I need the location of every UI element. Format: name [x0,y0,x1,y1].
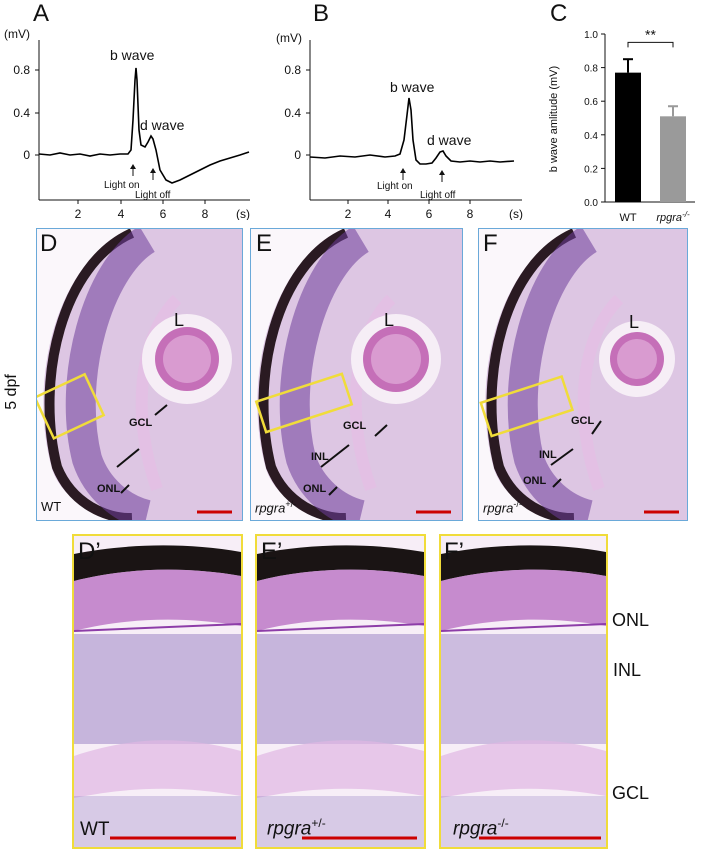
x-tick-a-6: 6 [160,207,167,220]
genotype-sup-e: +/- [285,499,297,509]
panel-label-d-prime: D’ [78,538,101,565]
y-tick-label: 0.0 [584,198,598,209]
y-tick-a-08: 0.8 [13,63,30,77]
stage-label-wrap: 5 dpf [2,374,26,420]
x-tick-wt: WT [619,212,636,224]
light-off-label-a: Light off [135,190,171,201]
y-tick-b-04: 0.4 [284,106,301,120]
gcl-label-e: GCL [343,420,367,432]
y-tick-label: 0.4 [584,131,598,142]
layer-label-onl: ONL [612,610,650,630]
zoom-panel-f-prime: rpgra-/- [439,534,608,849]
light-on-label-b: Light on [377,181,413,192]
y-tick-label: 0.6 [584,97,598,108]
genotype-label-d-prime: WT [80,819,110,840]
erg-trace-a: (mV) 0.8 0.4 0 2 4 6 8 (s) b wave d wave… [4,27,250,220]
genotype-sup-f: -/- [513,499,522,509]
inl-label-f: INL [539,449,557,461]
y-unit-b: (mV) [276,31,302,45]
panel-label-e: E [256,230,273,257]
b-wave-label-b: b wave [390,79,435,95]
erg-trace-b: (mV) 0.8 0.4 0 2 4 6 8 (s) b wave d wave… [276,31,523,220]
light-off-label-b: Light off [420,190,456,201]
x-tick-b-2: 2 [345,207,352,220]
y-axis-label: b wave amlitude (mV) [548,66,560,172]
x-unit-a: (s) [236,207,250,220]
panel-label-b: B [313,0,330,27]
x-tick-rpgra-hom: rpgra-/- [656,210,690,224]
d-wave-label-b: d wave [427,132,472,148]
panel-label-e-prime: E’ [261,538,283,565]
gcl-label-d: GCL [129,417,153,429]
onl-label-d: ONL [97,483,121,495]
x-tick-b-6: 6 [426,207,433,220]
genotype-sup-e-prime: +/- [311,816,326,830]
x-unit-b: (s) [509,207,523,220]
y-unit-a: (mV) [4,27,30,41]
bar-chart-c: b wave amlitude (mV) 0.00.20.40.60.81.0 … [548,26,695,224]
histology-panel-d: L GCL ONL WT [36,228,243,521]
y-tick-b-0: 0 [294,148,301,162]
bar-1 [660,116,686,202]
x-tick-a-2: 2 [75,207,82,220]
gene-name-f-prime: rpgra [453,818,498,840]
genotype-sup-f-prime: -/- [497,816,509,830]
y-tick-label: 0.2 [584,164,598,175]
genotype-label-f-prime: rpgra-/- [453,816,509,840]
x-tick-a-4: 4 [118,207,125,220]
x-tick-a-8: 8 [202,207,209,220]
zoom-panel-e-prime: rpgra+/- [255,534,426,849]
inl-label-e: INL [311,451,329,463]
panel-label-f-prime: F’ [444,538,464,565]
stage-label: 5 dpf [3,374,20,410]
zoom-panel-d-prime: WT [72,534,243,849]
layer-label-inl: INL [613,660,642,680]
lens-label-f: L [629,312,640,332]
gcl-label-f: GCL [571,415,595,427]
panel-label-c: C [550,0,568,27]
lens-label-d: L [174,310,185,330]
histology-panel-e: L GCL INL ONL rpgra+/- [250,228,463,521]
y-tick-label: 0.8 [584,64,598,75]
genotype-label-f: rpgra-/- [483,499,522,515]
trace-line-a [38,67,250,184]
y-tick-label: 1.0 [584,30,598,41]
light-on-label-a: Light on [104,180,140,191]
significance-stars: ** [645,26,656,42]
x-tick-b-8: 8 [467,207,474,220]
x-tick-b-4: 4 [385,207,392,220]
y-tick-b-08: 0.8 [284,63,301,77]
layer-label-gcl: GCL [612,783,650,803]
genotype-label-e: rpgra+/- [255,499,296,515]
panel-label-a: A [33,0,50,27]
histology-panel-f: L GCL INL ONL rpgra-/- [478,228,688,521]
onl-label-e: ONL [303,483,327,495]
d-wave-label-a: d wave [140,117,185,133]
lens-label-e: L [384,310,395,330]
y-tick-a-04: 0.4 [13,106,30,120]
gene-name-e: rpgra [255,500,286,516]
genotype-label-d: WT [41,499,62,514]
panel-label-d: D [40,230,58,257]
b-wave-label-a: b wave [110,47,155,63]
y-tick-a-0: 0 [23,148,30,162]
gene-name-e-prime: rpgra [267,818,312,840]
gene-name-f: rpgra [483,500,514,516]
onl-label-f: ONL [523,475,547,487]
trace-line-b [309,97,515,165]
genotype-label-e-prime: rpgra+/- [267,816,326,840]
bar-0 [615,72,641,202]
panel-label-f: F [483,230,498,257]
significance-bracket [627,41,674,48]
